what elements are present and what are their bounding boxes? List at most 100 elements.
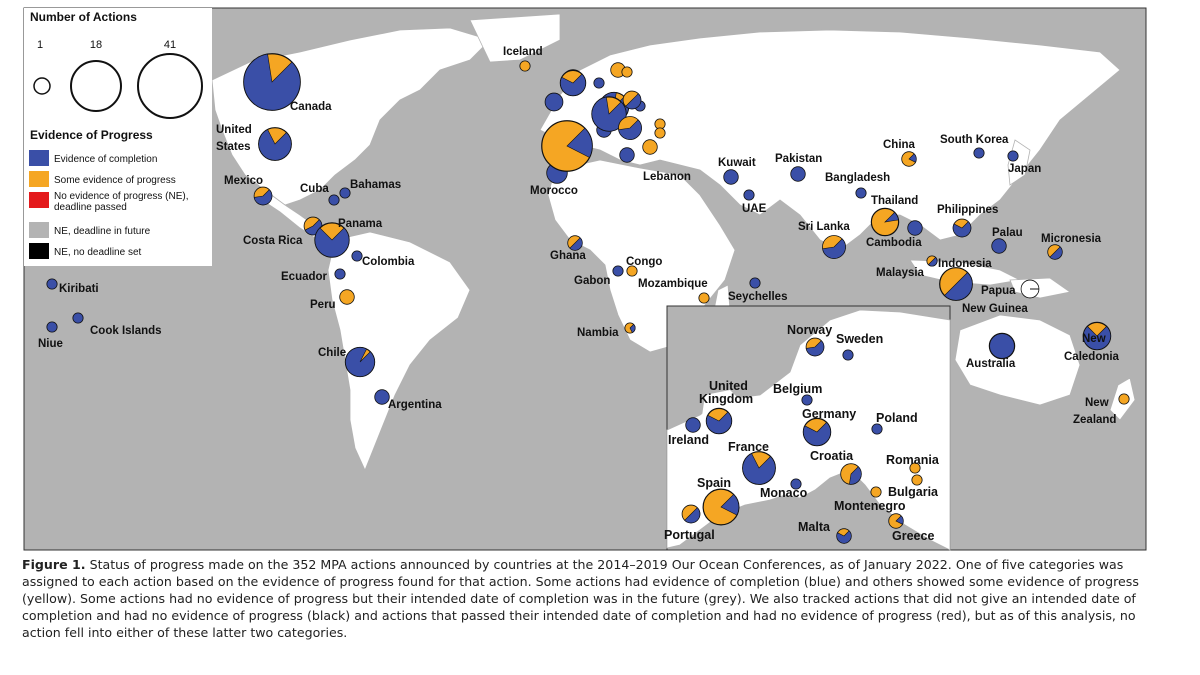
gabon-marker <box>612 265 624 277</box>
japan-marker <box>1007 150 1019 162</box>
palau-label: Palau <box>992 227 1023 239</box>
panama-completion-slice <box>314 227 350 258</box>
poland-marker <box>871 423 883 435</box>
pakistan-label: Pakistan <box>775 153 822 165</box>
legend-size-label-41: 41 <box>164 39 176 51</box>
spain-completion-slice <box>720 493 740 516</box>
europe-main-9-completion-slice <box>566 127 593 158</box>
papua-new-guinea-label-1: Papua <box>981 285 1016 297</box>
malaysia-completion-slice <box>927 256 938 267</box>
bangladesh-label: Bangladesh <box>825 172 890 184</box>
eurasia-landmass <box>539 29 1121 251</box>
niue-label: Niue <box>38 338 63 350</box>
cambodia-label: Cambodia <box>866 237 922 249</box>
seychelles-label: Seychelles <box>728 291 787 303</box>
seychelles-marker <box>749 277 761 289</box>
new-zealand-label-2: Zealand <box>1073 414 1116 426</box>
germany-completion-slice <box>803 421 831 446</box>
land-masses <box>211 13 1136 472</box>
australia-label: Australia <box>966 358 1016 370</box>
legend-panel: Number of Actions 1 18 41 Evidence of Pr… <box>24 8 212 266</box>
legend-label-completion: Evidence of completion <box>54 154 157 165</box>
colombia-label: Colombia <box>362 256 415 268</box>
legend-label-some-progress: Some evidence of progress <box>54 175 176 186</box>
europe-main-10-completion-slice <box>618 119 642 140</box>
legend-swatch-no-deadline <box>29 243 49 259</box>
legend-size-label-18: 18 <box>90 39 102 51</box>
ireland-label: Ireland <box>668 433 709 447</box>
legend-swatch-none-passed <box>29 192 49 208</box>
new-caledonia-label-2: Caledonia <box>1064 351 1120 363</box>
south-korea-label: South Korea <box>940 134 1009 146</box>
pakistan-marker <box>790 166 806 182</box>
philippines-label: Philippines <box>937 204 998 216</box>
micronesia-completion-slice <box>1049 246 1063 260</box>
cook-islands-label: Cook Islands <box>90 325 162 337</box>
congo-marker <box>626 265 638 277</box>
legend-swatch-some-progress <box>29 171 49 187</box>
germany-label: Germany <box>802 407 856 421</box>
kuwait-marker <box>723 169 739 185</box>
legend-size-circle-41 <box>137 53 203 119</box>
caption-body: Status of progress made on the 352 MPA a… <box>22 557 1139 640</box>
united-states-label-1: United <box>216 124 252 136</box>
iceland-label: Iceland <box>503 46 543 58</box>
peru-label: Peru <box>310 299 336 311</box>
mexico-completion-slice <box>253 189 273 206</box>
legend-status-title: Evidence of Progress <box>30 128 153 142</box>
lebanon-marker <box>642 139 658 155</box>
montenegro-marker <box>870 486 882 498</box>
mexico-label: Mexico <box>224 175 263 187</box>
china-label: China <box>883 139 916 151</box>
kiribati-marker <box>46 278 58 290</box>
united-kingdom-label-2: Kingdom <box>699 392 753 406</box>
united-states-label-2: States <box>216 141 251 153</box>
europe-main-3-completion-slice <box>560 73 586 96</box>
figure-caption: Figure 1. Status of progress made on the… <box>22 556 1142 641</box>
cook-islands-marker <box>72 312 84 324</box>
croatia-completion-slice <box>849 466 862 485</box>
nambia-completion-slice <box>629 323 636 333</box>
argentina-marker <box>374 389 390 405</box>
papua-new-guinea-label-2: New Guinea <box>962 303 1028 315</box>
legend-size-circle-1 <box>33 77 51 95</box>
belgium-label: Belgium <box>773 382 822 396</box>
world-map: Number of Actions 1 18 41 Evidence of Pr… <box>23 7 1147 551</box>
south-america-landmass <box>327 231 471 472</box>
france-label: France <box>728 440 769 454</box>
new-zealand-label-1: New <box>1085 397 1109 409</box>
ireland-marker <box>685 417 701 433</box>
colombia-marker <box>351 250 363 262</box>
new-zealand-marker <box>1118 393 1130 405</box>
sweden-marker <box>842 349 854 361</box>
thailand-completion-slice <box>884 211 899 223</box>
morocco-label: Morocco <box>530 185 578 197</box>
sweden-label: Sweden <box>836 332 883 346</box>
malaysia-label: Malaysia <box>876 267 925 279</box>
europe-main-11-marker <box>619 147 635 163</box>
europe-main-14-completion-slice <box>625 93 642 110</box>
legend-size-label-1: 1 <box>37 39 43 51</box>
norway-label: Norway <box>787 323 832 337</box>
france-completion-slice <box>742 453 776 485</box>
malta-label: Malta <box>798 520 831 534</box>
chile-label: Chile <box>318 347 346 359</box>
monaco-label: Monaco <box>760 486 808 500</box>
country-markers <box>46 53 1130 544</box>
united-kingdom-completion-slice <box>706 411 732 434</box>
mozambique-label: Mozambique <box>638 278 708 290</box>
australia-marker <box>988 332 1016 360</box>
iceland-marker <box>519 60 531 72</box>
china-completion-slice <box>908 153 917 163</box>
portugal-label: Portugal <box>664 528 715 542</box>
legend-swatch-completion <box>29 150 49 166</box>
romania-label: Romania <box>886 453 940 467</box>
bangladesh-marker <box>855 187 867 199</box>
japan-label: Japan <box>1008 163 1041 175</box>
spain-label: Spain <box>697 476 731 490</box>
legend-background <box>24 8 212 266</box>
sri-lanka-label: Sri Lanka <box>798 221 850 233</box>
europe-main-2-marker <box>593 77 605 89</box>
legend-label-future: NE, deadline in future <box>54 226 151 237</box>
monaco-marker <box>790 478 802 490</box>
